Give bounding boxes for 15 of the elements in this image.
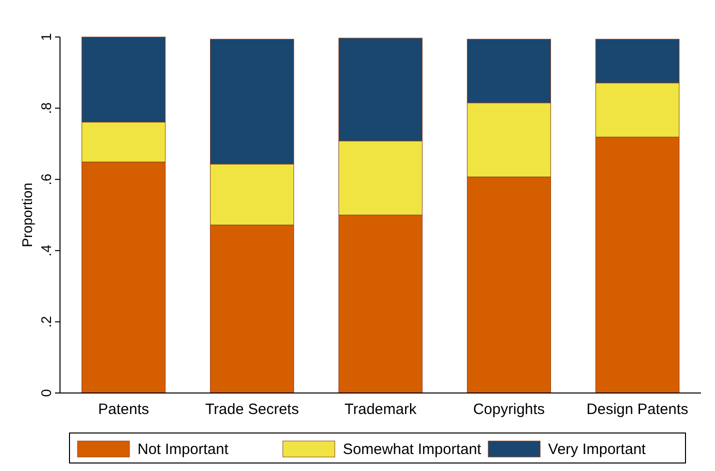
y-tick-label: .6 bbox=[38, 173, 54, 186]
y-axis-title: Proportion bbox=[19, 182, 35, 248]
x-tick-label: Copyrights bbox=[473, 401, 545, 418]
legend-label: Somewhat Important bbox=[342, 441, 482, 458]
legend-label: Very Important bbox=[548, 441, 647, 458]
x-tick-label: Design Patents bbox=[586, 401, 688, 418]
y-tick-label: 1 bbox=[38, 32, 54, 41]
y-tick-label: .2 bbox=[38, 316, 54, 328]
y-tick-label: .4 bbox=[38, 244, 54, 256]
x-tick-label: Trade Secrets bbox=[205, 401, 299, 418]
y-tick-label: 0 bbox=[38, 388, 54, 397]
legend-label: Not Important bbox=[138, 441, 230, 458]
y-tick-label: .8 bbox=[38, 102, 54, 114]
x-tick-label: Patents bbox=[98, 401, 150, 418]
x-tick-label: Trademark bbox=[344, 401, 417, 418]
